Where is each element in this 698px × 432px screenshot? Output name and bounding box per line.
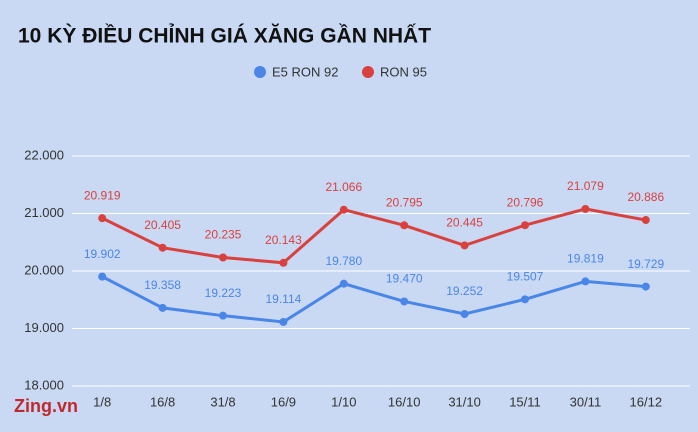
data-label: 20.796 [507,195,544,209]
point [581,277,590,286]
point [279,317,288,326]
point [460,310,469,319]
legend-marker [362,66,374,78]
legend-label: RON 95 [380,64,427,79]
x-tick-label: 31/10 [448,394,481,409]
data-label: 19.902 [84,247,121,261]
data-label: 20.405 [144,218,181,232]
data-label: 20.143 [265,233,302,247]
legend-marker [254,66,266,78]
data-label: 20.795 [386,195,423,209]
point [98,214,107,223]
y-tick-label: 19.000 [24,320,64,335]
point [219,311,227,320]
point [400,297,409,306]
x-tick-label: 15/11 [509,394,541,409]
point [219,253,227,262]
point [339,279,348,288]
y-tick-label: 20.000 [24,262,64,277]
data-label: 19.223 [205,286,242,300]
y-tick-label: 22.000 [24,147,64,162]
x-tick-label: 16/9 [271,394,296,409]
point [98,272,107,281]
line [101,275,646,324]
data-label: 21.079 [567,179,604,193]
data-label: 19.729 [627,257,664,271]
data-label: 20.235 [205,228,242,242]
data-label: 19.470 [386,272,423,286]
x-tick-label: 16/8 [150,394,175,409]
y-tick-label: 18.000 [24,377,64,392]
point [158,243,167,252]
data-label: 19.252 [446,284,483,298]
point [339,205,348,214]
watermark: Zing.vn [14,396,78,416]
point [460,241,469,250]
point [158,303,167,312]
data-label: 20.886 [627,190,664,204]
point [641,216,650,225]
point [279,258,288,267]
point [400,221,409,230]
x-tick-label: 16/12 [630,394,663,409]
data-label: 20.919 [84,188,121,202]
data-label: 19.114 [265,292,301,306]
legend-label: E5 RON 92 [272,64,338,79]
line [101,207,647,265]
x-tick-label: 30/11 [570,394,602,409]
x-tick-label: 1/8 [93,394,111,409]
x-tick-label: 1/10 [331,394,356,409]
chart-title: 10 KỲ ĐIỀU CHỈNH GIÁ XĂNG GẦN NHẤT [18,24,431,48]
y-tick-label: 21.000 [24,205,64,220]
point [521,295,529,304]
data-label: 21.066 [325,180,362,194]
data-label: 20.445 [446,216,483,230]
data-label: 19.819 [567,252,604,266]
point [521,221,529,230]
x-tick-label: 31/8 [210,394,235,409]
x-tick-label: 16/10 [388,394,421,409]
data-label: 19.507 [507,270,544,284]
point [581,204,590,213]
data-label: 19.358 [144,278,181,292]
point [641,282,650,291]
data-label: 19.780 [325,254,362,268]
